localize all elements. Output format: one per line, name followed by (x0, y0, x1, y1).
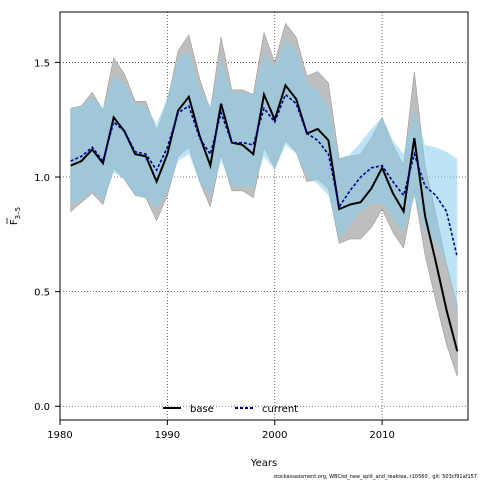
base-line (70, 83, 459, 352)
y-tick-label: 0.5 (34, 288, 50, 299)
current-confidence-band (70, 39, 458, 315)
plot-frame (59, 11, 469, 421)
y-axis-label-main: F (9, 219, 20, 225)
legend-current-label: current (262, 404, 298, 415)
legend-base-label: base (190, 404, 214, 415)
confidence-bands (70, 22, 458, 377)
series-lines (70, 83, 459, 352)
x-tick-label: 2000 (262, 430, 287, 441)
legend: base current (163, 404, 298, 415)
x-axis-label: Years (250, 458, 277, 469)
y-tick-label: 1.0 (34, 173, 50, 184)
x-tick-label: 2010 (369, 430, 394, 441)
x-axis-ticks: 1980 1990 2000 2010 (47, 420, 395, 441)
y-axis-label: F3–5 (6, 207, 22, 225)
y-tick-label: 0.0 (34, 402, 50, 413)
y-axis-label-sub: 3–5 (14, 207, 22, 219)
footer-note: stockassessment.org, WBCod_new_split_and… (273, 474, 477, 480)
svg-text:F3–5: F3–5 (9, 207, 22, 225)
y-tick-label: 1.5 (34, 58, 50, 69)
x-tick-label: 1980 (47, 430, 72, 441)
y-axis-ticks: 0.0 0.5 1.0 1.5 (34, 58, 60, 413)
x-tick-label: 1990 (155, 430, 180, 441)
current-line (70, 93, 459, 258)
